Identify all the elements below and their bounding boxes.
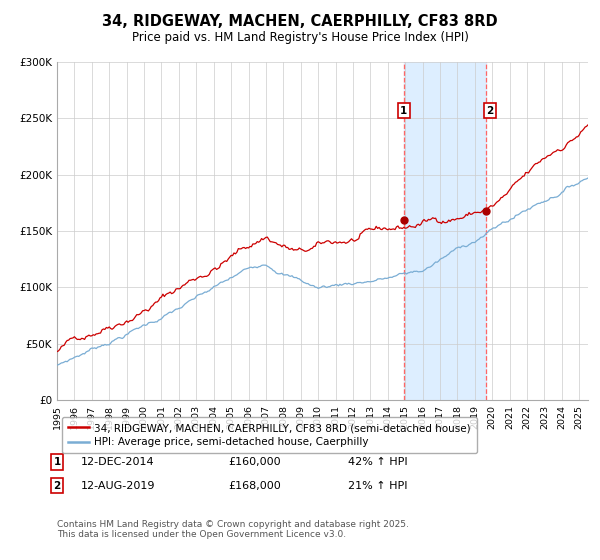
- Text: 12-DEC-2014: 12-DEC-2014: [81, 457, 155, 467]
- Text: Price paid vs. HM Land Registry's House Price Index (HPI): Price paid vs. HM Land Registry's House …: [131, 31, 469, 44]
- Text: 1: 1: [400, 106, 407, 116]
- Text: 12-AUG-2019: 12-AUG-2019: [81, 480, 155, 491]
- Text: Contains HM Land Registry data © Crown copyright and database right 2025.
This d: Contains HM Land Registry data © Crown c…: [57, 520, 409, 539]
- Text: 2: 2: [487, 106, 494, 116]
- Legend: 34, RIDGEWAY, MACHEN, CAERPHILLY, CF83 8RD (semi-detached house), HPI: Average p: 34, RIDGEWAY, MACHEN, CAERPHILLY, CF83 8…: [62, 417, 478, 454]
- Text: 42% ↑ HPI: 42% ↑ HPI: [348, 457, 407, 467]
- Text: 21% ↑ HPI: 21% ↑ HPI: [348, 480, 407, 491]
- Text: £160,000: £160,000: [228, 457, 281, 467]
- Text: 2: 2: [53, 480, 61, 491]
- Text: £168,000: £168,000: [228, 480, 281, 491]
- Text: 1: 1: [53, 457, 61, 467]
- Bar: [404, 62, 485, 400]
- Text: 34, RIDGEWAY, MACHEN, CAERPHILLY, CF83 8RD: 34, RIDGEWAY, MACHEN, CAERPHILLY, CF83 8…: [102, 14, 498, 29]
